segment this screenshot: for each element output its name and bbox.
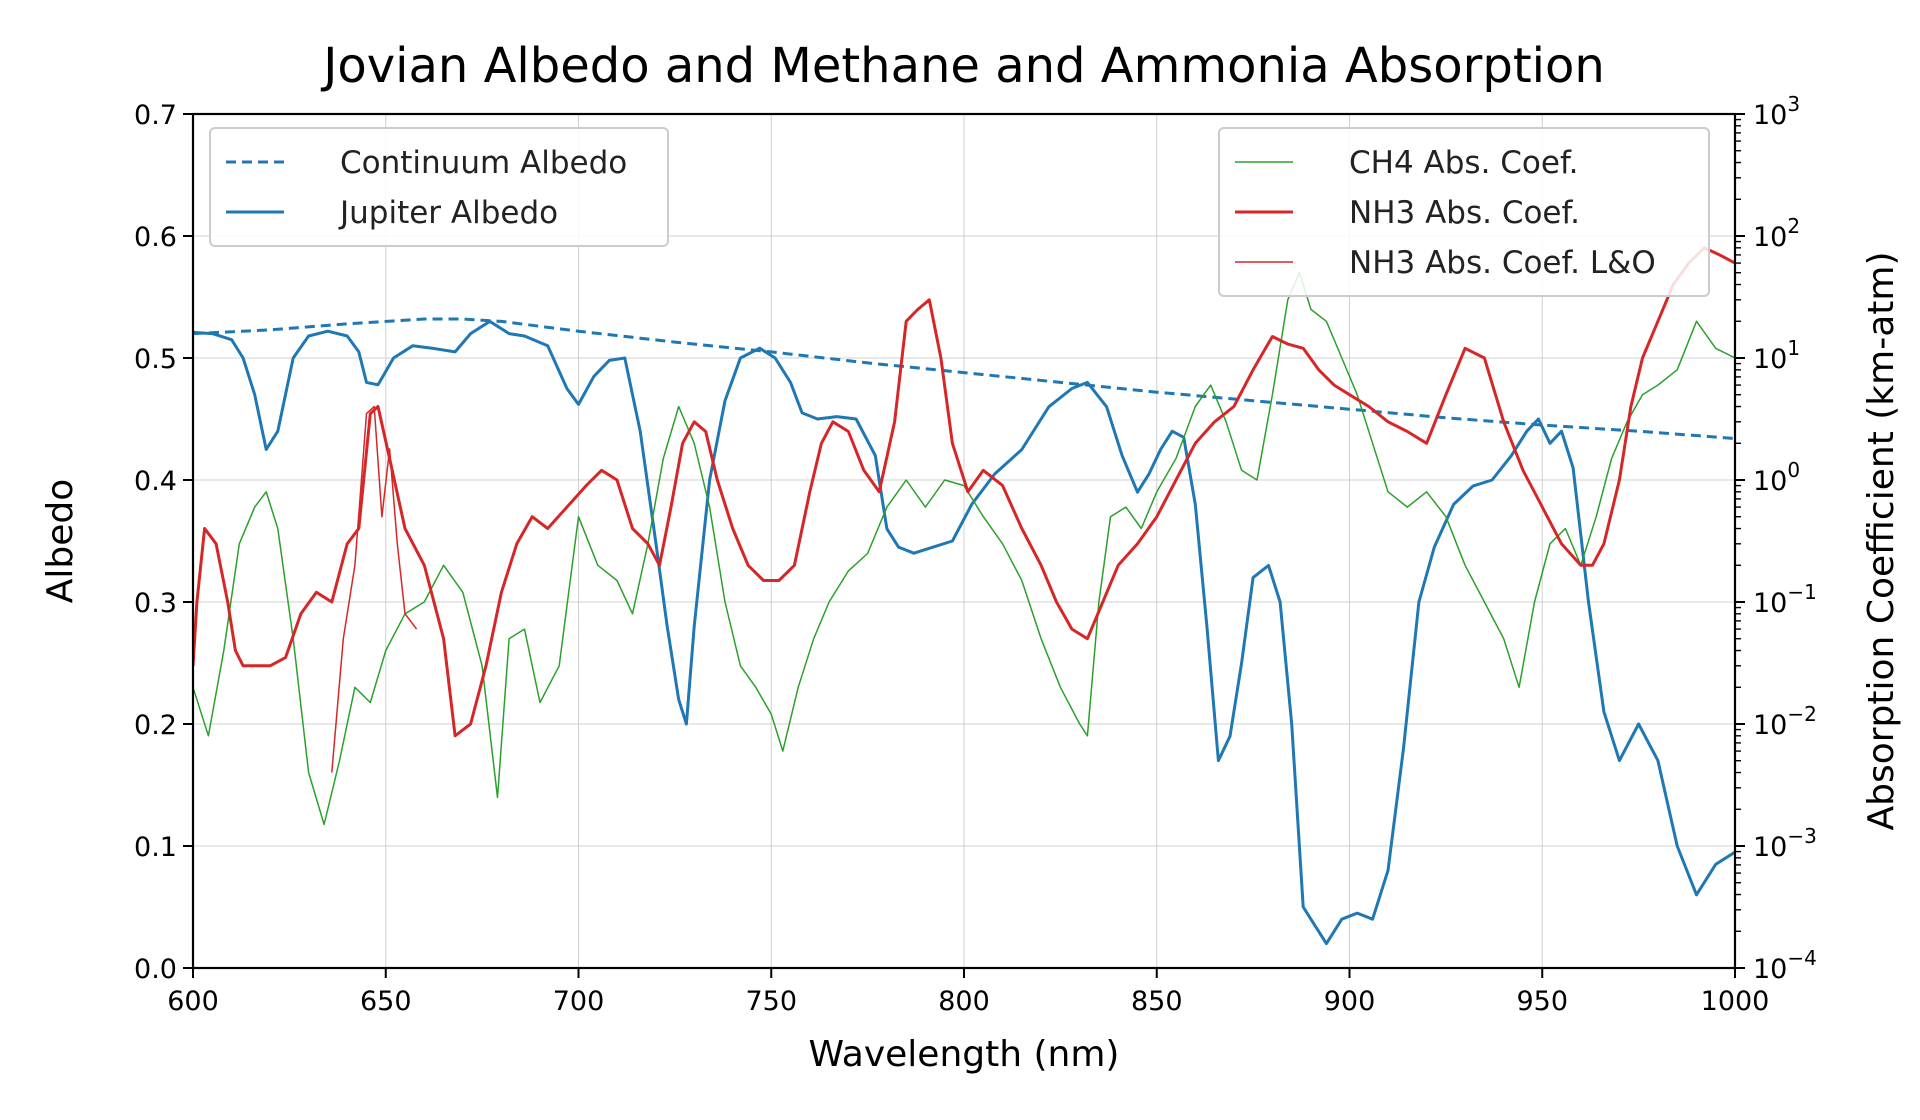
y-tick-label: 0.6 [134,222,177,253]
y2-axis-title: Absorption Coefficient (km-atm) [1861,252,1902,831]
x-tick-label: 600 [167,986,219,1017]
legend-entry-label: CH4 Abs. Coef. [1349,145,1578,181]
y-axis-left: 0.0 0.1 0.2 0.3 0.4 0.5 0.6 0.7 [134,100,193,985]
series-line-nh3-abs-coef-l-o [331,405,418,773]
legend-albedo: Continuum Albedo Jupiter Albedo [209,127,669,247]
legend-box [209,127,669,247]
x-tick-label: 1000 [1701,986,1770,1017]
series-line-ch4-abs-coef [193,271,1735,826]
y-axis-title: Albedo [40,479,81,604]
series-line-continuum-albedo [193,317,1735,440]
x-tick-label: 850 [1131,986,1183,1017]
chart-title: Jovian Albedo and Methane and Ammonia Ab… [320,38,1605,94]
y-tick-label: 0.0 [134,954,177,985]
series-line-jupiter-albedo [193,319,1735,946]
y-axis-right: 10−4 10−3 10−2 10−1 100 101 102 103 [1735,92,1817,985]
legend-entry-label: NH3 Abs. Coef. [1349,195,1580,231]
y2-tick-label: 10−1 [1753,580,1817,619]
y-tick-label: 0.3 [134,588,177,619]
y2-tick-label: 100 [1753,458,1800,497]
y2-tick-label: 10−2 [1753,702,1817,741]
legend-box [1218,127,1710,297]
x-tick-label: 700 [553,986,605,1017]
legend-absorption: CH4 Abs. Coef. NH3 Abs. Coef. NH3 Abs. Coe… [1218,127,1710,297]
y2-tick-label: 102 [1753,214,1800,253]
x-axis: 600 650 700 750 800 850 900 950 1000 [167,968,1769,1017]
y-tick-label: 0.2 [134,710,177,741]
legend-entry-label: Jupiter Albedo [338,195,558,231]
y2-tick-label: 10−3 [1753,824,1817,863]
legend-entry-label: NH3 Abs. Coef. L&O [1349,245,1656,281]
x-tick-label: 750 [745,986,797,1017]
series-line-nh3-abs-coef [193,246,1735,738]
y-tick-label: 0.7 [134,100,177,131]
y2-tick-label: 10−4 [1753,946,1817,985]
y2-tick-label: 101 [1753,336,1800,375]
x-tick-label: 950 [1516,986,1568,1017]
x-axis-title: Wavelength (nm) [809,1034,1120,1075]
y-tick-label: 0.5 [134,344,177,375]
x-tick-label: 650 [360,986,412,1017]
y-tick-label: 0.4 [134,466,177,497]
y-tick-label: 0.1 [134,832,177,863]
series-lines [193,246,1735,946]
legend-entry-label: Continuum Albedo [340,145,627,181]
y2-tick-label: 103 [1753,92,1800,131]
x-tick-label: 900 [1324,986,1376,1017]
x-tick-label: 800 [938,986,990,1017]
